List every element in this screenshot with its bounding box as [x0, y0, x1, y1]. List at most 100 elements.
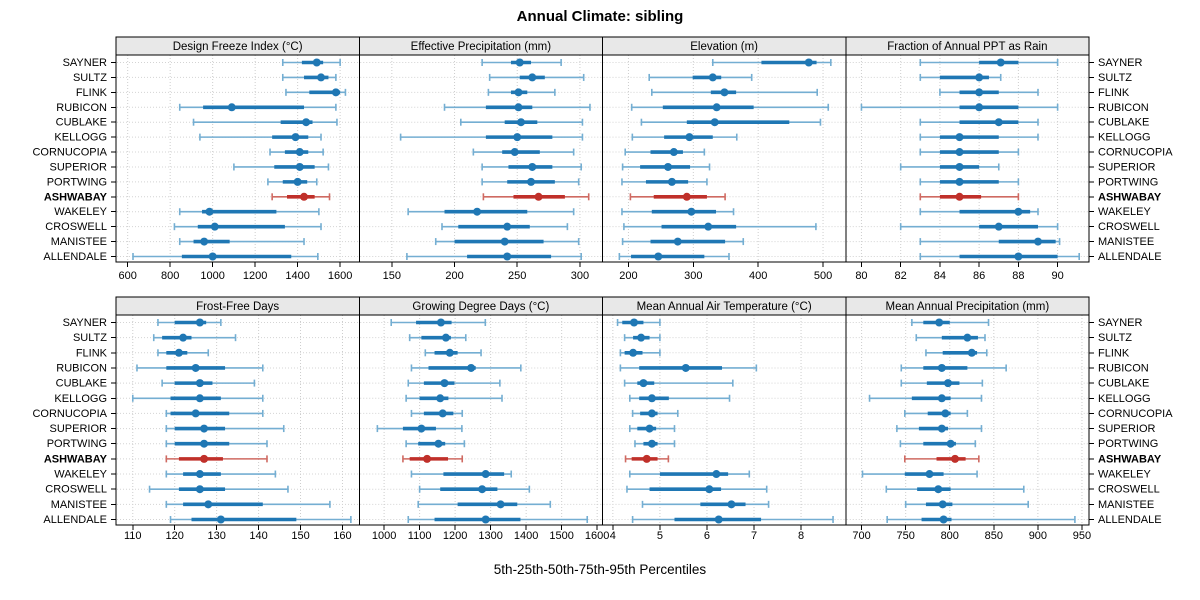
percentile-row-allendale — [618, 252, 730, 261]
percentile-row-flink — [424, 348, 482, 357]
median-dot — [975, 103, 984, 112]
percentile-row-cublake — [623, 379, 734, 388]
percentile-row-cornucopia — [903, 409, 969, 418]
percentile-row-allendale — [886, 515, 1076, 524]
median-dot — [473, 207, 482, 216]
median-dot — [681, 363, 690, 372]
station-label-left: RUBICON — [56, 362, 107, 374]
median-dot — [975, 88, 984, 97]
median-dot — [629, 348, 638, 357]
percentile-row-flink — [650, 88, 819, 97]
median-dot — [934, 485, 943, 494]
x-tick-label: 950 — [1073, 530, 1091, 542]
x-tick-label: 120 — [166, 530, 184, 542]
station-label-right: ALLENDALE — [1098, 514, 1162, 526]
station-label-right: KELLOGG — [1098, 132, 1151, 144]
station-label-right: SUPERIOR — [1098, 423, 1156, 435]
percentile-row-superior — [899, 162, 1000, 171]
median-dot — [302, 118, 311, 127]
station-label-right: FLINK — [1098, 347, 1130, 359]
median-dot — [994, 222, 1003, 231]
percentile-row-allendale — [406, 252, 582, 261]
percentile-row-portwing — [919, 177, 1020, 186]
station-label-right: KELLOGG — [1098, 393, 1151, 405]
station-label-left: CUBLAKE — [56, 117, 107, 129]
axis-caption: 5th-25th-50th-75th-95th Percentiles — [493, 562, 707, 577]
station-label-left: SULTZ — [73, 72, 107, 84]
percentile-row-croswell — [885, 485, 1025, 494]
station-label-right: CUBLAKE — [1098, 378, 1149, 390]
median-dot — [436, 394, 445, 403]
percentile-row-rubicon — [630, 103, 830, 112]
station-label-left: KELLOGG — [54, 393, 107, 405]
median-dot — [227, 103, 236, 112]
percentile-row-wakeley — [165, 470, 277, 479]
percentile-row-superior — [481, 162, 582, 171]
median-dot — [804, 58, 813, 67]
x-tick-label: 900 — [1029, 530, 1047, 542]
percentile-row-croswell — [173, 222, 322, 231]
median-dot — [195, 485, 204, 494]
median-dot — [943, 379, 952, 388]
median-dot — [191, 363, 200, 372]
percentile-row-portwing — [165, 439, 268, 448]
median-dot — [955, 133, 964, 142]
x-tick-label: 8 — [798, 530, 804, 542]
median-dot — [195, 318, 204, 327]
percentile-row-sayner — [911, 318, 990, 327]
station-label-right: SULTZ — [1098, 72, 1132, 84]
median-dot — [500, 237, 509, 246]
median-dot — [642, 454, 651, 463]
percentile-row-rubicon — [443, 103, 591, 112]
percentile-row-sayner — [481, 58, 562, 67]
percentile-row-wakeley — [178, 207, 320, 216]
percentile-row-croswell — [418, 485, 531, 494]
x-tick-label: 90 — [1051, 270, 1063, 282]
median-dot — [937, 394, 946, 403]
percentile-row-flink — [619, 348, 661, 357]
percentile-row-rubicon — [860, 103, 1059, 112]
percentile-row-flink — [939, 88, 1039, 97]
panel-fraction-of-annual-ppt-as-rain: 80 82 84 86 88 90 Fraction of Annual PPT as Ra… — [845, 36, 1090, 282]
percentile-row-kellogg — [631, 133, 738, 142]
x-tick-label: 150 — [383, 270, 401, 282]
x-tick-label: 250 — [508, 270, 526, 282]
median-dot — [682, 192, 691, 201]
station-label-left: PORTWING — [47, 176, 107, 188]
percentile-row-croswell — [148, 485, 289, 494]
percentile-row-allendale — [919, 252, 1080, 261]
median-dot — [994, 118, 1003, 127]
percentile-row-sultz — [152, 333, 237, 342]
median-dot — [704, 222, 713, 231]
station-label-left: SAYNER — [63, 57, 107, 69]
percentile-row-wakeley — [407, 207, 575, 216]
percentile-row-croswell — [623, 222, 817, 231]
percentile-row-wakeley — [410, 470, 513, 479]
percentile-row-superior — [376, 424, 463, 433]
median-dot — [503, 252, 512, 261]
percentile-row-sayner — [919, 58, 1059, 67]
median-dot — [647, 394, 656, 403]
percentile-row-ashwabay — [629, 192, 726, 201]
x-tick-label: 160 — [333, 530, 351, 542]
percentile-row-portwing — [267, 177, 318, 186]
station-label-right: CUBLAKE — [1098, 117, 1149, 129]
trellis-plot: 600 800 1000 1200 1400 1600 Design Freeze Inde… — [32, 36, 1173, 542]
panel-header-strip — [845, 36, 1090, 56]
station-label-right: RUBICON — [1098, 362, 1149, 374]
percentile-row-portwing — [621, 177, 708, 186]
median-dot — [527, 177, 536, 186]
median-dot — [1033, 237, 1042, 246]
percentile-row-ashwabay — [271, 192, 331, 201]
median-dot — [179, 333, 188, 342]
percentile-row-kellogg — [405, 394, 503, 403]
median-dot — [445, 348, 454, 357]
median-dot — [514, 103, 523, 112]
percentile-row-flink — [925, 348, 988, 357]
percentile-row-flink — [487, 88, 556, 97]
x-tick-label: 82 — [895, 270, 907, 282]
x-tick-label: 500 — [814, 270, 832, 282]
percentile-row-cublake — [407, 379, 501, 388]
station-label-left: CROSWELL — [45, 221, 107, 233]
